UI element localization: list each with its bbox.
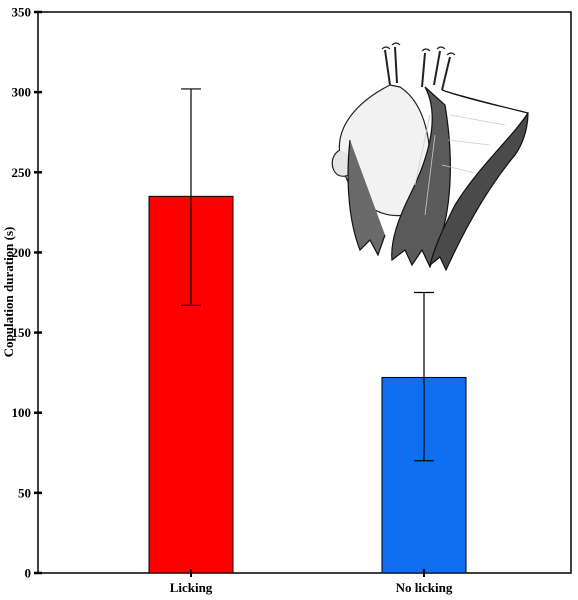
y-tick-label: 0 [25, 566, 32, 581]
plot-frame [37, 11, 572, 574]
y-tick-label: 350 [12, 5, 32, 20]
y-tick-label: 150 [12, 325, 32, 340]
y-tick-label: 100 [12, 405, 32, 420]
x-axis: Licking No licking [170, 569, 453, 595]
y-tick-label: 200 [12, 245, 32, 260]
y-axis-title: Copulation duration (s) [1, 227, 16, 358]
x-tick-label: No licking [396, 580, 453, 595]
bat-illustration [331, 42, 529, 272]
bars [148, 88, 467, 574]
error-bar [414, 291, 434, 462]
error-bar [181, 88, 201, 306]
y-axis: 0 50 100 150 200 250 300 350 [12, 5, 42, 581]
y-tick-label: 50 [18, 485, 31, 500]
y-tick-label: 250 [12, 165, 32, 180]
y-tick-label: 300 [12, 85, 32, 100]
x-tick-label: Licking [170, 580, 213, 595]
